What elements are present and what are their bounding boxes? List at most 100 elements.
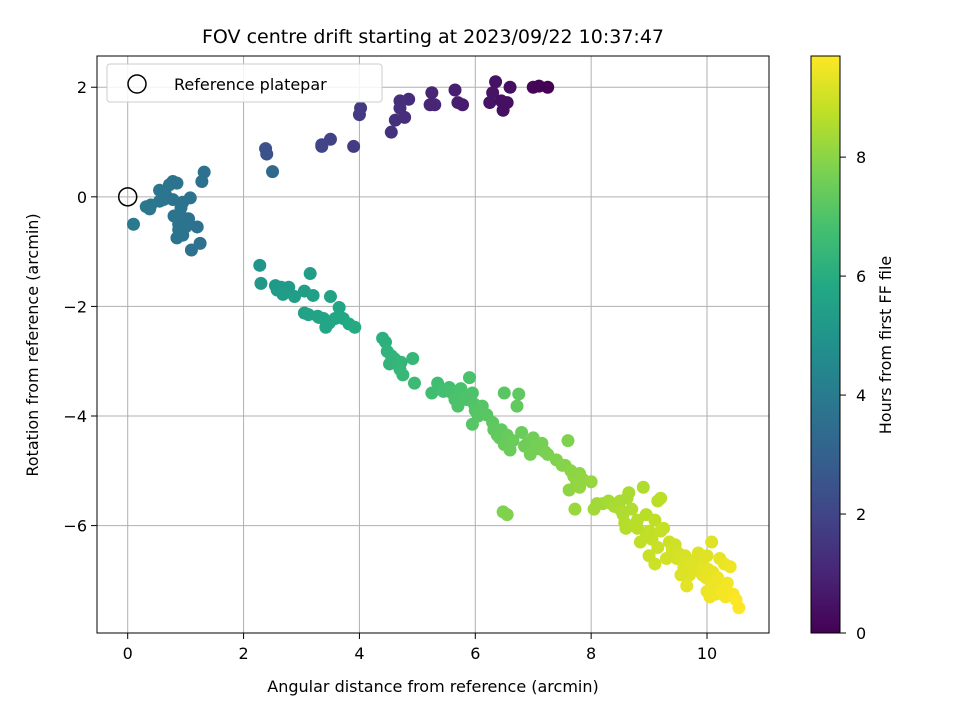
- data-point: [266, 165, 280, 179]
- data-point: [170, 176, 184, 190]
- y-axis-label: Rotation from reference (arcmin): [23, 213, 42, 476]
- data-point: [303, 267, 317, 281]
- data-point: [562, 483, 576, 497]
- data-point: [384, 125, 398, 139]
- x-axis-label: Angular distance from reference (arcmin): [267, 677, 598, 696]
- y-tick-label: −2: [63, 297, 87, 316]
- legend: Reference platepar: [106, 63, 383, 103]
- data-point: [398, 110, 412, 124]
- data-point: [352, 108, 366, 122]
- data-point: [622, 486, 636, 500]
- x-axis-ticks: 0 2 4 6 8 10: [123, 633, 717, 663]
- data-point: [642, 549, 656, 563]
- data-point: [680, 579, 694, 593]
- data-point: [541, 80, 555, 94]
- plot-area: 0 2 4 6 8 10 −6 −4 −2 0 2: [63, 55, 770, 663]
- data-point: [654, 524, 668, 538]
- data-point: [183, 191, 197, 205]
- colorbar-tick-label: 4: [856, 386, 866, 405]
- data-point: [636, 480, 650, 494]
- data-point: [276, 287, 290, 301]
- colorbar-tick-label: 8: [856, 148, 866, 167]
- data-point: [260, 147, 274, 161]
- data-point: [425, 386, 439, 400]
- x-tick-label: 8: [586, 644, 596, 663]
- data-point: [500, 508, 514, 522]
- x-tick-label: 4: [354, 644, 364, 663]
- data-point: [674, 568, 688, 582]
- data-point: [126, 217, 140, 231]
- data-point: [254, 276, 268, 290]
- data-point: [348, 320, 362, 334]
- reference-point-marker: [117, 187, 138, 207]
- data-point: [166, 193, 180, 207]
- x-tick-label: 2: [238, 644, 248, 663]
- data-point: [423, 98, 437, 112]
- data-point: [630, 521, 644, 535]
- data-point: [323, 290, 337, 304]
- data-point: [705, 535, 719, 549]
- data-point: [288, 290, 302, 304]
- colorbar-label: Hours from first FF file: [876, 256, 895, 435]
- data-point: [184, 243, 198, 257]
- data-point: [425, 86, 439, 100]
- y-tick-label: −6: [63, 517, 87, 536]
- data-point: [512, 387, 526, 401]
- data-point: [568, 502, 582, 516]
- data-point: [503, 80, 517, 94]
- data-point: [700, 549, 714, 563]
- y-axis-ticks: −6 −4 −2 0 2: [63, 78, 97, 536]
- data-point: [456, 98, 470, 112]
- x-tick-label: 6: [470, 644, 480, 663]
- data-point: [176, 228, 190, 242]
- data-point: [723, 560, 737, 574]
- data-point: [143, 202, 157, 216]
- data-point: [573, 480, 587, 494]
- data-point: [407, 376, 421, 390]
- data-point: [561, 434, 575, 448]
- x-tick-label: 10: [697, 644, 717, 663]
- x-tick-label: 0: [123, 644, 133, 663]
- chart-title: FOV centre drift starting at 2023/09/22 …: [202, 26, 664, 48]
- data-point: [195, 174, 209, 188]
- legend-box: [106, 63, 383, 103]
- data-point: [639, 530, 653, 544]
- plot-frame: [96, 55, 770, 634]
- data-point: [654, 491, 668, 505]
- data-point: [465, 386, 479, 400]
- colorbar: 0 2 4 6 8 Hours from first FF file: [810, 55, 895, 643]
- data-point: [332, 301, 346, 315]
- data-point: [497, 386, 511, 400]
- data-point: [648, 513, 662, 527]
- data-point: [483, 96, 497, 110]
- legend-entry-label: Reference platepar: [174, 75, 327, 94]
- data-point: [703, 590, 717, 604]
- data-point: [306, 288, 320, 302]
- data-point: [496, 103, 510, 117]
- data-point: [732, 601, 746, 615]
- data-point: [720, 576, 734, 590]
- data-point: [465, 417, 479, 431]
- data-point: [584, 475, 598, 489]
- data-point: [462, 371, 476, 385]
- colorbar-ticks: 0 2 4 6 8: [840, 148, 866, 643]
- data-point: [406, 351, 420, 365]
- legend-marker-icon: [127, 74, 147, 94]
- data-point: [347, 139, 361, 153]
- data-point: [253, 258, 267, 272]
- data-point: [616, 505, 630, 519]
- data-point: [515, 425, 529, 439]
- data-point: [489, 75, 503, 89]
- y-tick-label: 0: [77, 188, 87, 207]
- colorbar-gradient: [810, 55, 841, 634]
- data-point: [506, 434, 520, 448]
- colorbar-tick-label: 2: [856, 505, 866, 524]
- data-point: [448, 83, 462, 97]
- y-tick-label: 2: [77, 78, 87, 97]
- data-point: [651, 541, 665, 555]
- data-point: [396, 368, 410, 382]
- data-point: [315, 139, 329, 153]
- colorbar-tick-label: 6: [856, 267, 866, 286]
- data-point: [190, 220, 204, 234]
